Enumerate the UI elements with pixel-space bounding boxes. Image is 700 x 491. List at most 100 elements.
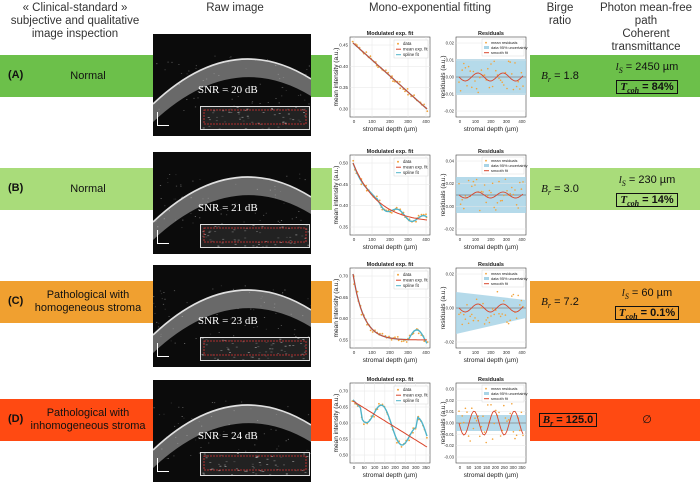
residuals-xtick: 50	[466, 465, 471, 470]
coherent-transmittance: Tcoh = 0.1%	[615, 306, 679, 320]
residuals-ylabel: residuals (a.u.)	[440, 174, 447, 217]
speckle	[271, 429, 272, 430]
speckle	[295, 470, 297, 471]
speckle	[173, 328, 174, 329]
fit-ytick: 0.35	[339, 85, 348, 90]
fit-plot-title: Modulated exp. fit	[367, 149, 414, 155]
residual-point	[492, 438, 494, 440]
speckle	[248, 352, 250, 353]
residual-point	[485, 442, 487, 444]
data-point	[363, 423, 365, 425]
residuals-legend-entry: smooth fit	[491, 50, 509, 55]
residual-point	[492, 86, 494, 88]
speckle	[277, 466, 279, 467]
residuals-ytick: -0.02	[444, 340, 454, 345]
speckle	[222, 239, 224, 240]
residual-point	[500, 316, 502, 318]
speckle	[209, 462, 211, 463]
residual-point	[477, 320, 479, 322]
residual-point	[514, 189, 516, 191]
speckle	[265, 356, 267, 357]
speckle	[186, 435, 187, 436]
speckle	[259, 352, 261, 353]
header-birge-line1: Birge	[530, 2, 590, 15]
residual-point	[487, 68, 489, 70]
speckle	[229, 424, 230, 425]
snr-label: SNR = 23 dB	[198, 315, 258, 327]
speckle	[260, 84, 261, 85]
speckle	[282, 292, 283, 293]
speckle	[288, 114, 290, 115]
residual-point	[513, 431, 515, 433]
speckle	[212, 289, 213, 290]
residuals-xtick: 0	[459, 465, 462, 470]
speckle	[279, 78, 280, 79]
speckle	[182, 220, 183, 221]
data-point	[352, 41, 354, 43]
speckle	[246, 471, 248, 472]
fit-xtick: 0	[353, 465, 356, 470]
residual-point	[469, 440, 471, 442]
residual-point	[471, 186, 473, 188]
inset-crop-image	[200, 337, 310, 361]
speckle	[222, 110, 224, 111]
speckle	[163, 292, 164, 293]
speckle	[224, 122, 226, 123]
data-point	[418, 215, 420, 217]
speckle	[244, 222, 245, 223]
speckle	[209, 119, 211, 120]
fit-xtick: 400	[422, 237, 430, 242]
residuals-xtick: 250	[501, 465, 509, 470]
residuals-ylabel: residuals (a.u.)	[440, 402, 447, 445]
speckle	[281, 96, 282, 97]
residuals-legend-entry: smooth fit	[491, 281, 509, 286]
speckle	[257, 346, 259, 347]
speckle	[298, 211, 299, 212]
speckle	[256, 457, 258, 458]
speckle	[252, 101, 253, 102]
speckle	[280, 342, 282, 343]
speckle	[212, 112, 214, 113]
residual-point	[500, 200, 502, 202]
data-point	[376, 196, 378, 198]
residual-point	[517, 81, 519, 83]
speckle	[292, 461, 294, 462]
fit-ytick: 0.40	[339, 203, 348, 208]
speckle	[239, 119, 241, 120]
residual-point	[469, 316, 471, 318]
speckle	[280, 457, 282, 458]
residual-point	[521, 300, 523, 302]
speckle	[270, 190, 271, 191]
speckle	[256, 231, 258, 232]
residual-point	[465, 318, 467, 320]
speckle	[244, 246, 246, 247]
speckle	[252, 464, 254, 465]
speckle	[203, 80, 204, 81]
speckle	[208, 232, 210, 233]
speckle	[278, 127, 280, 128]
legend-marker	[484, 46, 489, 49]
data-point	[401, 446, 403, 448]
speckle	[262, 296, 263, 297]
speckle	[290, 240, 292, 241]
speckle	[286, 440, 287, 441]
speckle	[278, 221, 279, 222]
speckle	[225, 401, 226, 402]
speckle	[181, 197, 182, 198]
speckle	[230, 109, 232, 110]
speckle	[261, 298, 262, 299]
residual-point	[490, 404, 492, 406]
residuals-ytick: -0.02	[444, 227, 454, 232]
speckle	[266, 329, 267, 330]
fit-legend-entry: data	[403, 387, 412, 392]
residual-point	[474, 417, 476, 419]
speckle	[283, 122, 285, 123]
speckle	[202, 473, 204, 474]
speckle	[165, 309, 166, 310]
speckle	[232, 99, 233, 100]
residual-point	[458, 314, 460, 316]
speckle	[307, 298, 308, 299]
speckle	[259, 462, 261, 463]
speckle	[258, 123, 260, 124]
